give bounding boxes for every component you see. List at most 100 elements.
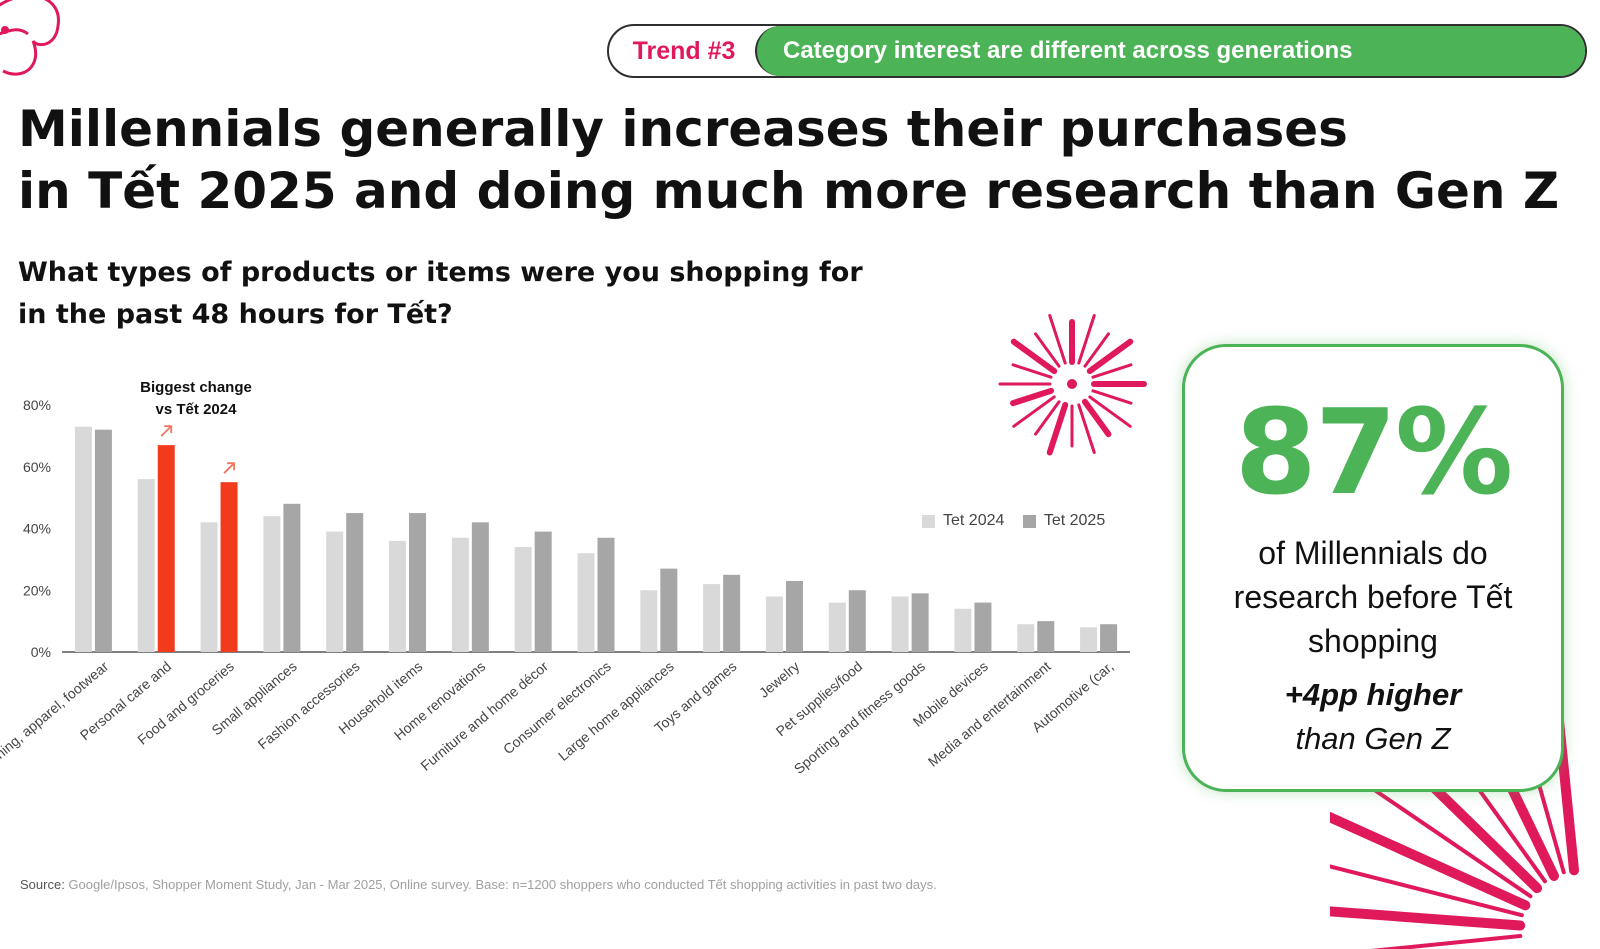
- bar-tet-2025: [534, 531, 552, 652]
- firework-ray: [1086, 338, 1134, 375]
- legend-swatch-tet-2025: [1022, 514, 1036, 528]
- bar-tet-2024: [74, 426, 92, 652]
- firework-ray: [1091, 363, 1133, 379]
- bar-tet-2025: [1100, 624, 1118, 652]
- legend-item-tet-2025: Tet 2025: [1022, 512, 1106, 530]
- x-category-label: Consumer electronics: [500, 658, 614, 757]
- bar-tet-2024: [200, 522, 218, 652]
- stat-card: 87% of Millennials do research before Tế…: [1182, 344, 1564, 792]
- up-arrow-icon: [160, 425, 173, 437]
- page-title-line-1: Millennials generally increases their pu…: [18, 100, 1348, 158]
- source-note: Source: Google/Ipsos, Shopper Moment Stu…: [20, 877, 937, 892]
- bar-tet-2025: [848, 590, 866, 652]
- bar-tet-2024: [891, 596, 909, 652]
- firework-ray: [1083, 332, 1110, 368]
- bar-tet-2025: [471, 522, 489, 652]
- page-title-line-2: in Tết 2025 and doing much more research…: [18, 162, 1560, 220]
- chart-question-line-1: What types of products or items were you…: [18, 257, 863, 288]
- stat-description-line-3: shopping: [1308, 623, 1438, 659]
- firework-ray: [1088, 395, 1132, 428]
- chart-question-line-2: in the past 48 hours for Tết?: [18, 299, 453, 330]
- bar-tet-2025: [974, 602, 992, 652]
- bar-tet-2024: [1080, 627, 1098, 652]
- bar-tet-2025: [283, 503, 301, 652]
- stat-description-line-2: research before Tết: [1233, 579, 1513, 615]
- legend-item-tet-2024: Tet 2024: [922, 512, 1004, 530]
- bar-chart: 0%20%40%60%80%Clothing, apparel, footwea…: [0, 379, 1130, 778]
- bar-tet-2024: [828, 602, 846, 652]
- bar-tet-2025: [911, 593, 929, 652]
- firework-ray: [1034, 332, 1061, 368]
- stat-description-line-1: of Millennials do: [1258, 535, 1488, 571]
- x-category-label: Large home appliances: [555, 658, 677, 764]
- y-tick-label: 60%: [23, 459, 51, 475]
- legend-label-tet-2025: Tet 2025: [1043, 512, 1106, 529]
- chart-question: What types of products or items were you…: [18, 252, 918, 336]
- firework-ray: [1011, 363, 1053, 379]
- bar-tet-2025: [346, 513, 364, 652]
- y-tick-label: 20%: [23, 582, 51, 598]
- bar-tet-2024: [263, 516, 281, 652]
- bar-tet-2024: [1017, 624, 1035, 652]
- bar-tet-2025: [1037, 621, 1055, 652]
- bar-tet-2025: [660, 568, 678, 652]
- firework-ray: [1010, 387, 1055, 407]
- firework-ray: [1034, 400, 1061, 436]
- up-arrow-icon: [223, 462, 235, 474]
- bar-tet-2024: [514, 547, 532, 652]
- y-tick-label: 0%: [31, 644, 51, 660]
- x-category-label: Sporting and fitness goods: [791, 658, 928, 777]
- firework-ray: [1012, 395, 1056, 428]
- annotation-line-1: Biggest change: [140, 379, 252, 396]
- y-tick-label: 40%: [23, 521, 51, 537]
- source-label: Source:: [20, 877, 65, 892]
- x-category-label: Furniture and home décor: [417, 658, 551, 774]
- trend-text: Category interest are different across g…: [755, 26, 1585, 76]
- page-title: Millennials generally increases their pu…: [18, 98, 1560, 222]
- firework-corner-ray: [1330, 906, 1526, 931]
- firework-ray: [1077, 314, 1096, 365]
- firework-icon: [998, 314, 1147, 456]
- trend-banner: Trend #3 Category interest are different…: [607, 24, 1587, 78]
- bar-tet-2024: [326, 531, 344, 652]
- x-category-label: Fashion accessories: [255, 658, 363, 752]
- bar-tet-2025: [597, 537, 615, 652]
- legend-label-tet-2024: Tet 2024: [943, 512, 1005, 529]
- firework-ray: [1091, 389, 1133, 405]
- x-category-label: Media and entertainment: [925, 658, 1054, 770]
- annotation-line-2: vs Tết 2024: [156, 401, 238, 418]
- bar-tet-2024: [703, 584, 721, 652]
- stat-delta-comparison: than Gen Z: [1295, 721, 1451, 756]
- firework-corner-ray: [1330, 864, 1524, 918]
- firework-ray: [1046, 401, 1069, 456]
- x-category-label: Jewelry: [756, 658, 803, 701]
- stat-description: of Millennials do research before Tết sh…: [1185, 531, 1561, 663]
- source-text: Google/Ipsos, Shopper Moment Study, Jan …: [68, 877, 937, 892]
- bar-tet-2024: [954, 608, 972, 652]
- bar-tet-2025: [94, 429, 112, 652]
- bar-tet-2024: [577, 553, 595, 652]
- legend-swatch-tet-2024: [922, 514, 935, 528]
- bar-tet-2025: [220, 482, 238, 652]
- y-tick-label: 80%: [23, 397, 51, 413]
- firework-ray: [1010, 338, 1058, 375]
- bar-tet-2025: [785, 580, 803, 652]
- bar-tet-2025: [723, 574, 741, 652]
- bar-tet-2024: [451, 537, 469, 652]
- bar-tet-2025: [157, 445, 175, 652]
- firework-ray: [1048, 314, 1067, 365]
- bar-tet-2024: [640, 590, 658, 652]
- flower-decoration-icon: [0, 0, 60, 76]
- chart-legend: Tet 2024 Tet 2025: [922, 512, 1119, 533]
- bar-tet-2024: [389, 540, 407, 652]
- bar-tet-2024: [137, 479, 155, 652]
- firework-corner-ray: [1370, 933, 1523, 949]
- trend-label: Trend #3: [632, 37, 736, 65]
- firework-ray: [1081, 398, 1112, 438]
- bar-tet-2024: [765, 596, 783, 652]
- firework-corner-ray: [1330, 811, 1531, 911]
- bar-tet-2025: [409, 513, 427, 652]
- stat-delta: +4pp higher: [1284, 677, 1462, 712]
- firework-ray: [1077, 403, 1096, 454]
- stat-value: 87%: [1234, 383, 1513, 521]
